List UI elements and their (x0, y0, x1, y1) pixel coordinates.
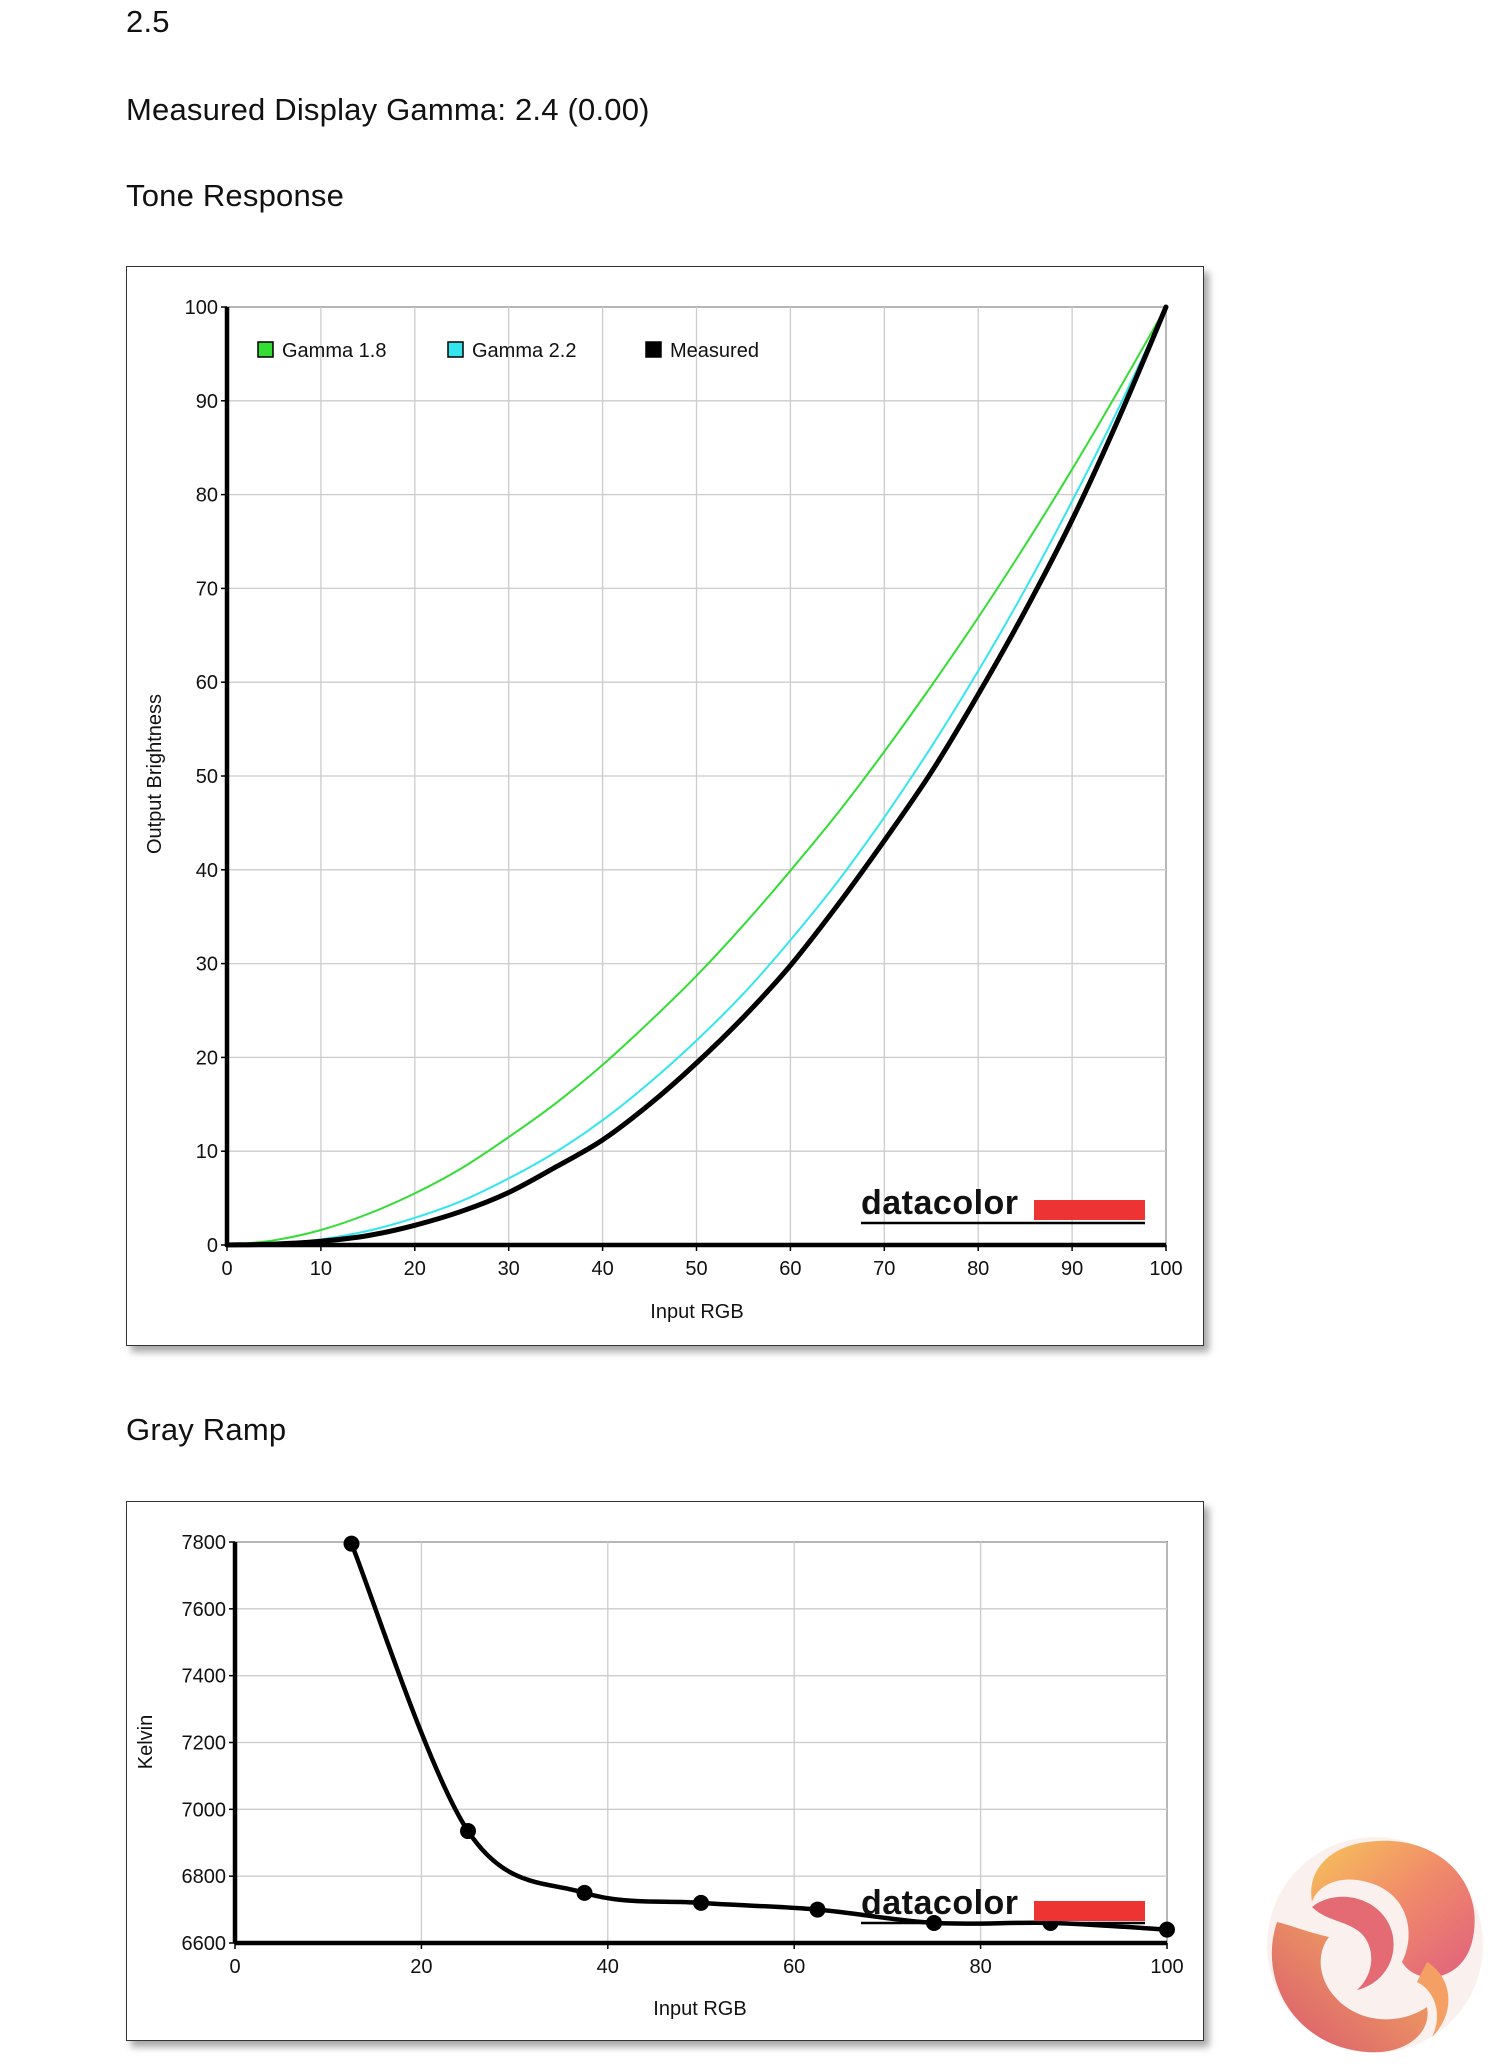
data-point-marker (576, 1884, 593, 1901)
tone-response-chart: 0 10 20 30 40 50 60 70 80 90 100 0 10 20 30 40 50 60 70 80 9… (144, 297, 1183, 1323)
x-tick-label: 70 (873, 1258, 895, 1280)
x-tick-label: 50 (685, 1258, 707, 1280)
y-tick-label: 90 (196, 391, 218, 413)
datacolor-watermark: datacolor (861, 1884, 1145, 1925)
x-tick-label: 40 (597, 1956, 619, 1978)
y-tick-label: 0 (207, 1235, 218, 1257)
x-axis-label: Input RGB (650, 1301, 743, 1323)
datacolor-wordmark: datacolor (861, 1884, 1019, 1922)
x-tick-label: 60 (779, 1258, 801, 1280)
y-tick-label: 30 (196, 954, 218, 976)
datacolor-red-bar (1034, 1200, 1145, 1220)
x-tick-label: 100 (1150, 1956, 1183, 1978)
gray-ramp-chart: 0 20 40 60 80 100 6600 6800 7000 7200 7400 7600 7800… (135, 1532, 1184, 2020)
site-logo (1267, 1837, 1483, 2053)
y-tick-label: 7000 (182, 1799, 227, 1821)
series-line-gamma-1-8 (226, 306, 1167, 1246)
y-tick-label: 20 (196, 1047, 218, 1069)
series-line-measured (224, 304, 1169, 1248)
x-tick-label: 30 (498, 1258, 520, 1280)
x-tick-label: 90 (1061, 1258, 1083, 1280)
y-tick-label: 10 (196, 1141, 218, 1163)
legend-swatch (645, 341, 662, 358)
tone-response-chart-panel: 0 10 20 30 40 50 60 70 80 90 100 0 10 20 30 40 50 60 70 80 9… (126, 266, 1204, 1346)
x-axis-label: Input RGB (653, 1998, 746, 2020)
y-tick-label: 100 (185, 297, 218, 319)
legend-label: Measured (670, 340, 759, 362)
data-point-marker (693, 1894, 709, 1911)
datacolor-red-bar (1034, 1901, 1145, 1921)
legend-swatch (257, 341, 274, 358)
data-point-marker (809, 1901, 826, 1918)
y-tick-label: 60 (196, 672, 218, 694)
x-tick-label: 40 (591, 1258, 613, 1280)
y-tick-label: 7800 (182, 1532, 227, 1554)
x-tick-label: 20 (410, 1956, 432, 1978)
gray-ramp-chart-panel: 0 20 40 60 80 100 6600 6800 7000 7200 7400 7600 7800… (126, 1501, 1204, 2041)
data-point-marker (460, 1823, 476, 1840)
y-tick-label: 7600 (182, 1599, 227, 1621)
x-tick-label: 60 (783, 1956, 805, 1978)
y-tick-label: 40 (196, 860, 218, 882)
series-line-gamma-2-2 (226, 306, 1167, 1246)
legend-swatch (447, 341, 464, 358)
x-tick-label: 0 (221, 1258, 232, 1280)
datacolor-wordmark: datacolor (861, 1184, 1019, 1222)
data-point-marker (1159, 1921, 1175, 1938)
legend-label: Gamma 1.8 (282, 340, 386, 362)
logo-swirl-icon (1267, 1837, 1483, 2053)
x-tick-label: 100 (1149, 1258, 1182, 1280)
y-tick-label: 80 (196, 485, 218, 507)
y-tick-label: 50 (196, 766, 218, 788)
chart-legend: Gamma 1.8 Gamma 2.2 Measured (257, 340, 759, 362)
y-tick-label: 6600 (182, 1933, 227, 1955)
y-axis-label: Output Brightness (144, 694, 166, 854)
gamma-target-value: 2.5 (126, 4, 170, 39)
measured-gamma-text: Measured Display Gamma: 2.4 (0.00) (126, 92, 650, 127)
tone-response-heading: Tone Response (126, 178, 345, 213)
x-tick-label: 80 (969, 1956, 991, 1978)
gray-ramp-heading: Gray Ramp (126, 1412, 287, 1447)
x-tick-label: 10 (310, 1258, 332, 1280)
y-axis-label: Kelvin (135, 1715, 157, 1769)
y-tick-label: 7200 (182, 1733, 227, 1755)
x-tick-label: 20 (404, 1258, 426, 1280)
y-tick-label: 7400 (182, 1666, 227, 1688)
legend-label: Gamma 2.2 (472, 340, 576, 362)
data-point-marker (343, 1535, 360, 1552)
y-tick-label: 6800 (182, 1866, 227, 1888)
y-tick-label: 70 (196, 578, 218, 600)
x-tick-label: 0 (229, 1956, 240, 1978)
datacolor-watermark: datacolor (861, 1184, 1145, 1225)
x-tick-label: 80 (967, 1258, 989, 1280)
